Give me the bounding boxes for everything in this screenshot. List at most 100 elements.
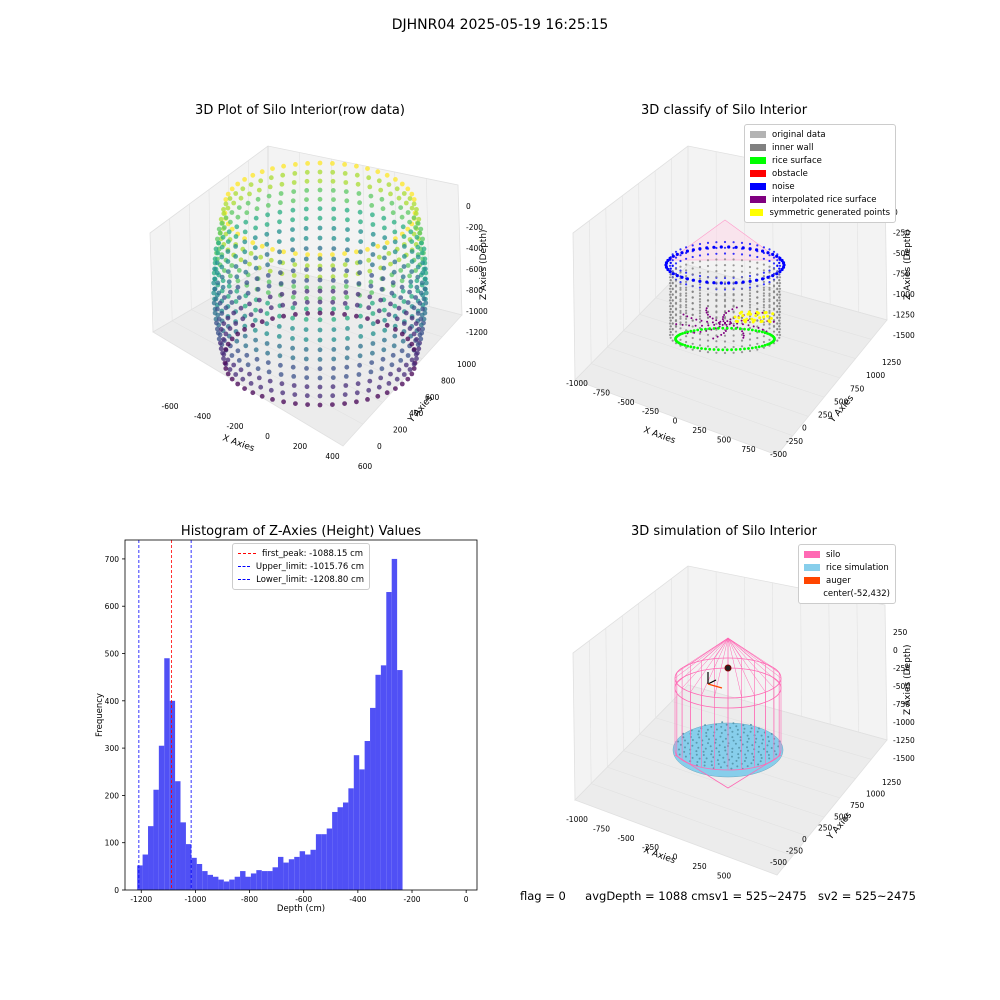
classify-point bbox=[669, 290, 672, 293]
classify-y-tick-label: 1250 bbox=[882, 358, 901, 367]
classify-point bbox=[754, 346, 758, 349]
raw-point bbox=[368, 193, 374, 199]
classify-plot-title: 3D classify of Silo Interior bbox=[640, 103, 808, 118]
classify-point bbox=[675, 274, 679, 278]
grid-line bbox=[638, 183, 640, 315]
raw-point bbox=[281, 249, 286, 255]
silo-roof-line bbox=[701, 637, 729, 696]
classify-point bbox=[750, 328, 754, 332]
classify-point bbox=[730, 348, 733, 352]
legend-label: center(-52,432) bbox=[823, 588, 890, 599]
histogram-bar bbox=[277, 856, 284, 890]
raw-point bbox=[227, 326, 233, 331]
classify-point bbox=[748, 289, 752, 292]
raw-point bbox=[331, 246, 337, 251]
classify-point bbox=[685, 303, 688, 307]
raw-point bbox=[389, 362, 395, 368]
simulation-y-tick-label: 750 bbox=[850, 801, 865, 810]
raw-point bbox=[233, 299, 239, 304]
raw-point bbox=[214, 260, 220, 266]
classify-point bbox=[732, 324, 735, 327]
raw-point bbox=[293, 312, 298, 317]
grid-line bbox=[589, 640, 592, 784]
classify-point bbox=[776, 328, 779, 331]
raw-point bbox=[357, 209, 363, 215]
raw-z-label: Z Axies (Depth) bbox=[479, 229, 489, 300]
rice-point bbox=[777, 745, 780, 748]
raw-point bbox=[304, 393, 310, 399]
classify-z-tick-label: -500 bbox=[893, 249, 910, 258]
rice-point bbox=[747, 749, 749, 752]
classify-point bbox=[732, 328, 735, 331]
raw-point bbox=[331, 366, 336, 371]
classify-point bbox=[748, 349, 752, 353]
raw-point bbox=[365, 166, 370, 171]
classify-point bbox=[768, 309, 771, 313]
raw-point bbox=[215, 326, 220, 332]
raw-point bbox=[267, 184, 273, 190]
raw-point bbox=[330, 161, 335, 166]
raw-point bbox=[211, 280, 217, 286]
classify-point bbox=[768, 327, 771, 330]
raw-point bbox=[317, 252, 323, 258]
raw-point bbox=[331, 337, 337, 342]
classify-point bbox=[756, 244, 759, 247]
raw-point bbox=[317, 160, 323, 166]
classify-point bbox=[763, 331, 767, 335]
classify-point bbox=[671, 299, 674, 302]
classify-point bbox=[692, 346, 696, 349]
raw-point bbox=[317, 347, 323, 353]
raw-point bbox=[421, 246, 427, 252]
classify-point bbox=[722, 316, 725, 318]
classify-point bbox=[698, 312, 702, 315]
classify-point bbox=[696, 328, 700, 332]
classify-point bbox=[668, 282, 672, 285]
raw-point bbox=[268, 257, 274, 263]
rice-point bbox=[691, 756, 694, 759]
classify-point bbox=[740, 253, 744, 256]
raw-point bbox=[238, 305, 244, 311]
rice-point bbox=[749, 723, 752, 726]
classify-point bbox=[762, 275, 765, 278]
classify-point bbox=[669, 267, 672, 270]
raw-point bbox=[222, 295, 227, 300]
classify-point bbox=[756, 273, 759, 276]
classify-point bbox=[704, 347, 707, 351]
classify-point bbox=[669, 331, 672, 334]
raw-point bbox=[266, 369, 272, 375]
raw-point bbox=[356, 191, 362, 196]
rice-point bbox=[722, 756, 725, 759]
raw-point bbox=[388, 301, 393, 307]
raw-3d-points bbox=[211, 160, 429, 408]
classify-point bbox=[685, 298, 688, 301]
raw-point bbox=[358, 334, 364, 339]
silo-roof-line bbox=[727, 637, 755, 661]
simulation-z-tick-label: 0 bbox=[893, 646, 898, 655]
rice-point bbox=[741, 743, 744, 746]
rice-point bbox=[687, 742, 689, 745]
rice-point bbox=[746, 746, 748, 749]
raw-point bbox=[413, 268, 418, 273]
classify-point bbox=[740, 305, 744, 308]
classify-point bbox=[734, 348, 738, 351]
classify-point bbox=[772, 250, 776, 253]
raw-point bbox=[413, 295, 418, 300]
grid-line bbox=[607, 766, 809, 837]
classify-point bbox=[669, 273, 672, 276]
raw-point bbox=[223, 366, 229, 371]
raw-point bbox=[278, 191, 284, 196]
raw-point bbox=[229, 263, 235, 268]
raw-point bbox=[229, 376, 235, 382]
classify-point bbox=[756, 267, 759, 270]
raw-point bbox=[247, 371, 252, 377]
raw-point bbox=[303, 356, 309, 362]
raw-point bbox=[292, 301, 298, 306]
raw-point bbox=[219, 264, 225, 270]
classify-point bbox=[776, 276, 779, 279]
raw-point bbox=[423, 290, 429, 296]
classify-point bbox=[698, 279, 702, 283]
histogram-bar bbox=[223, 881, 230, 890]
classify-point bbox=[748, 292, 752, 295]
raw-point bbox=[392, 229, 398, 235]
